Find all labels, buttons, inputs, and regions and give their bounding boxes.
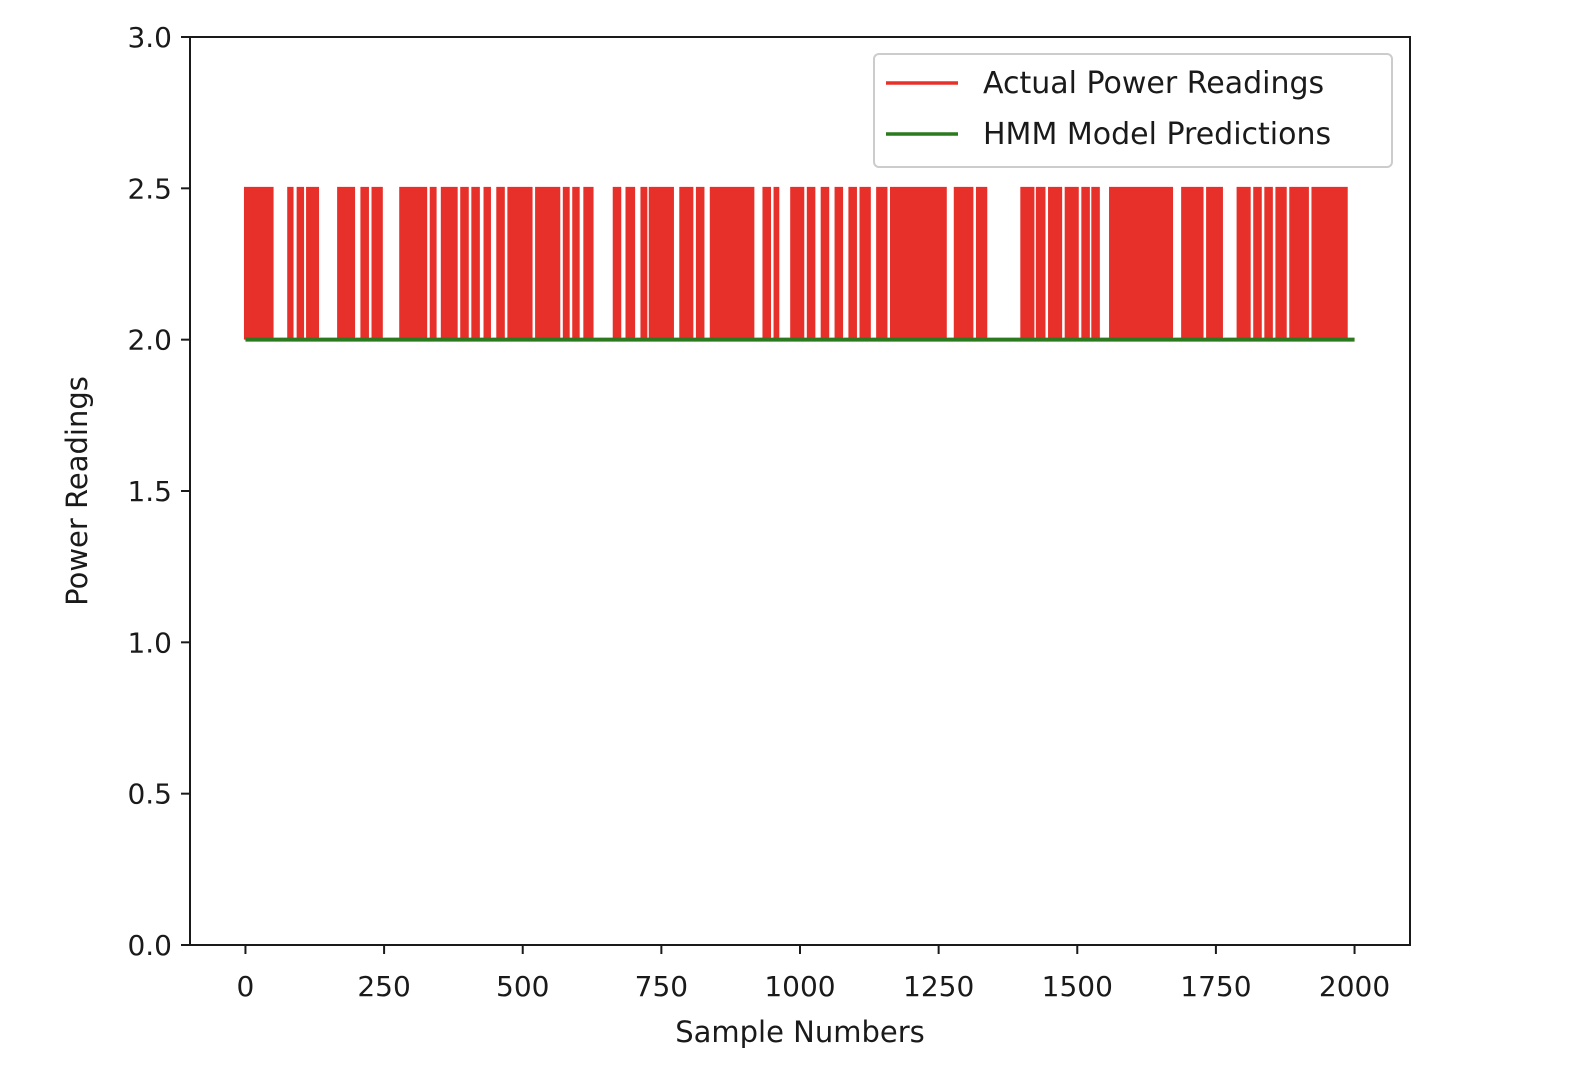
actual-high-segment	[822, 188, 828, 340]
actual-high-segment	[1157, 188, 1172, 340]
actual-high-segment	[626, 188, 634, 340]
actual-high-segment	[977, 188, 986, 340]
actual-high-segment	[1092, 188, 1099, 340]
actual-high-segment	[891, 188, 903, 340]
actual-high-segment	[1110, 188, 1122, 340]
x-tick-label: 1750	[1180, 970, 1251, 1003]
actual-high-segment	[1290, 188, 1300, 340]
x-tick-label: 0	[237, 970, 255, 1003]
y-tick-label: 0.5	[127, 778, 172, 811]
legend: Actual Power Readings HMM Model Predicti…	[873, 53, 1393, 168]
actual-high-segment	[461, 188, 468, 340]
y-tick-label: 1.5	[127, 475, 172, 508]
actual-high-segment	[927, 188, 946, 340]
actual-high-segment	[373, 188, 382, 340]
actual-high-segment	[288, 188, 293, 340]
y-axis-label: Power Readings	[60, 376, 94, 606]
actual-high-segment	[614, 188, 620, 340]
actual-high-segment	[1329, 188, 1341, 340]
x-tick-label: 250	[357, 970, 410, 1003]
y-axis: 0.0 0.5 1.0 1.5 2.0 2.5 3.0	[127, 21, 190, 962]
actual-high-segment	[1342, 188, 1347, 340]
actual-high-segment	[536, 188, 545, 340]
legend-box	[873, 53, 1393, 168]
actual-high-segment	[431, 188, 436, 340]
y-tick-label: 1.0	[127, 626, 172, 659]
x-axis-label: Sample Numbers	[675, 1015, 925, 1049]
actual-high-segment	[650, 188, 673, 340]
actual-high-segment	[400, 188, 426, 340]
actual-high-segment	[1207, 188, 1222, 340]
actual-high-segment	[497, 188, 504, 340]
legend-label-actual: Actual Power Readings	[983, 66, 1324, 101]
actual-high-segment	[680, 188, 692, 340]
actual-high-segment	[1182, 188, 1189, 340]
actual-high-segment	[791, 188, 803, 340]
actual-high-segment	[584, 188, 593, 340]
actual-high-segment	[877, 188, 886, 340]
y-tick-label: 2.5	[127, 172, 172, 205]
x-tick-label: 750	[635, 970, 688, 1003]
actual-high-segment	[573, 188, 579, 340]
plot-area-background	[190, 37, 1410, 945]
x-tick-label: 1000	[764, 970, 835, 1003]
actual-high-segment	[1312, 188, 1327, 340]
actual-high-segment	[298, 188, 303, 340]
actual-high-segment	[763, 188, 770, 340]
actual-high-segment	[564, 188, 569, 340]
actual-high-segment	[711, 188, 726, 340]
actual-high-segment	[1082, 188, 1089, 340]
actual-high-segment	[905, 188, 925, 340]
actual-high-segment	[338, 188, 354, 340]
actual-high-segment	[641, 188, 646, 340]
actual-high-segment	[361, 188, 368, 340]
actual-high-segment	[1066, 188, 1078, 340]
actual-high-segment	[1049, 188, 1061, 340]
actual-high-segment	[307, 188, 318, 340]
x-tick-label: 500	[496, 970, 549, 1003]
actual-high-segment	[697, 188, 703, 340]
actual-high-segment	[955, 188, 972, 340]
actual-high-segment	[1190, 188, 1203, 340]
y-tick-label: 2.0	[127, 324, 172, 357]
actual-high-segment	[1141, 188, 1155, 340]
x-tick-label: 1250	[903, 970, 974, 1003]
actual-high-segment	[861, 188, 870, 340]
series-layer	[243, 186, 1355, 342]
actual-high-segment	[1238, 188, 1250, 340]
actual-high-segment	[1124, 188, 1139, 340]
actual-high-segment	[1021, 188, 1033, 340]
y-tick-label: 3.0	[127, 21, 172, 54]
x-tick-label: 2000	[1319, 970, 1390, 1003]
actual-high-segment	[1037, 188, 1044, 340]
x-axis: 0 250 500 750 1000 1250 1500 1750 2000	[237, 945, 1390, 1003]
actual-high-segment	[808, 188, 814, 340]
legend-label-hmm: HMM Model Predictions	[983, 117, 1331, 152]
y-tick-label: 0.0	[127, 929, 172, 962]
actual-high-segment	[1276, 188, 1286, 340]
actual-high-segment	[442, 188, 457, 340]
actual-high-segment	[727, 188, 753, 340]
actual-high-segment	[775, 188, 778, 340]
actual-high-segment	[836, 188, 842, 340]
actual-high-segment	[1265, 188, 1272, 340]
actual-high-segment	[849, 188, 856, 340]
actual-high-segment	[547, 188, 559, 340]
actual-high-segment	[508, 188, 532, 340]
x-tick-label: 1500	[1042, 970, 1113, 1003]
actual-high-segment	[472, 188, 479, 340]
actual-high-segment	[1301, 188, 1308, 340]
actual-high-segment	[245, 188, 273, 340]
actual-high-segment	[485, 188, 490, 340]
actual-high-segment	[1254, 188, 1261, 340]
